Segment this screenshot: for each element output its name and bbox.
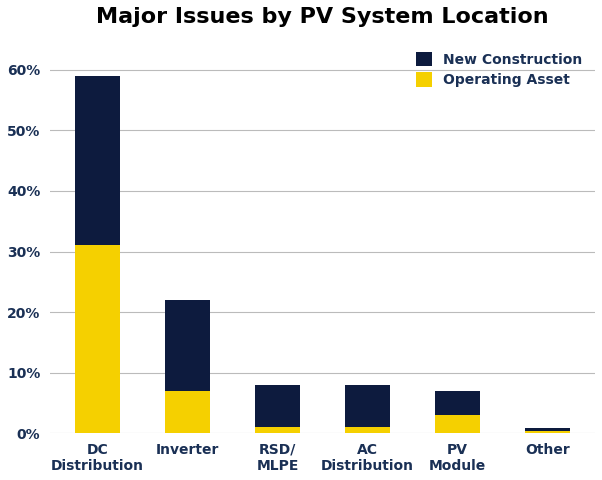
Bar xyxy=(345,427,390,433)
Bar xyxy=(255,427,300,433)
Bar xyxy=(525,428,570,432)
Bar xyxy=(165,300,210,391)
Legend: New Construction, Operating Asset: New Construction, Operating Asset xyxy=(410,47,588,93)
Bar xyxy=(525,432,570,433)
Bar xyxy=(75,76,120,245)
Bar xyxy=(435,415,480,433)
Bar xyxy=(345,384,390,427)
Title: Major Issues by PV System Location: Major Issues by PV System Location xyxy=(96,7,549,27)
Bar xyxy=(435,391,480,415)
Bar xyxy=(75,245,120,433)
Bar xyxy=(165,391,210,433)
Bar xyxy=(255,384,300,427)
